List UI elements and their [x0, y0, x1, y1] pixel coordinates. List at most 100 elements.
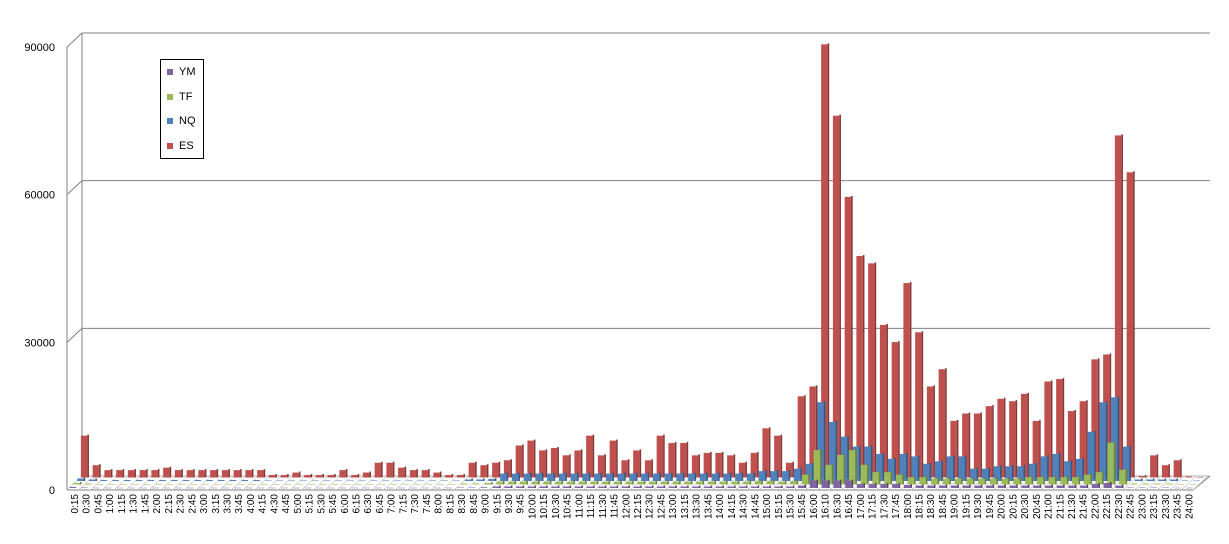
bar	[997, 397, 1006, 478]
bar	[92, 464, 101, 478]
bar	[241, 480, 249, 481]
x-tick-label: 23:30	[1161, 494, 1172, 519]
bar-face	[93, 487, 100, 489]
x-tick-label: 1:30	[129, 494, 140, 514]
bar-side	[956, 419, 959, 478]
bar-face	[891, 342, 899, 478]
bar	[206, 480, 213, 481]
y-tick-label: 60000	[24, 190, 55, 202]
bar	[120, 484, 127, 485]
x-tick-label: 22:30	[1114, 494, 1125, 519]
bar-face	[88, 479, 96, 481]
bar-face	[143, 484, 151, 485]
bar	[903, 282, 912, 478]
bar-side	[616, 439, 618, 478]
bar	[895, 473, 904, 485]
x-tick-label: 16:10	[821, 494, 832, 519]
bar-side	[788, 470, 791, 481]
bar-face	[445, 475, 452, 478]
x-tick-label: 1:00	[105, 494, 116, 514]
bar	[456, 474, 465, 478]
bar-side	[698, 454, 700, 478]
bar-side	[1141, 478, 1143, 481]
legend-swatch	[167, 69, 173, 76]
bar-side	[518, 472, 520, 481]
bar	[226, 484, 233, 485]
floor-gridline	[395, 475, 411, 491]
bar	[409, 469, 418, 478]
bar-side	[439, 471, 442, 478]
bar-side	[580, 449, 583, 478]
legend: YM TF NQ ES	[160, 59, 204, 159]
bar	[327, 474, 336, 478]
bar-face	[422, 487, 429, 489]
bar-side	[663, 485, 666, 488]
bar-side	[851, 479, 854, 488]
bar	[704, 485, 713, 488]
bar-side	[839, 114, 841, 478]
bar-side	[753, 472, 755, 481]
bar-face	[723, 473, 730, 481]
bar-face	[527, 440, 534, 478]
bar-face	[1067, 411, 1075, 478]
bar-face	[1028, 463, 1036, 481]
bar-face	[1080, 485, 1087, 488]
bar-face	[457, 487, 464, 489]
bar	[374, 461, 383, 478]
bar-face	[1107, 442, 1114, 485]
bar-face	[997, 485, 1005, 488]
floor-gridline	[160, 475, 177, 491]
bar-face	[245, 470, 252, 478]
bar-side	[635, 472, 638, 481]
bar-face	[120, 484, 127, 485]
bar-face	[315, 475, 323, 478]
bar	[950, 484, 959, 488]
bar-face	[163, 487, 171, 489]
bar	[159, 480, 166, 481]
bar-side	[702, 480, 705, 485]
bar-side	[1070, 460, 1073, 481]
bar	[1072, 476, 1081, 485]
bar-face	[85, 483, 92, 485]
bar	[1107, 441, 1116, 485]
bar	[503, 459, 512, 478]
x-tick-label: 12:30	[645, 494, 656, 519]
x-tick-label: 2:15	[164, 494, 175, 514]
bar-side	[95, 478, 97, 481]
y-axis: 0 30000 60000 90000	[24, 42, 55, 497]
floor-gridline	[383, 475, 399, 491]
bar-face	[680, 443, 687, 478]
bar-side	[1117, 396, 1120, 481]
bar	[1048, 476, 1057, 485]
bar-side	[859, 445, 861, 481]
bar-face	[1036, 477, 1044, 485]
bar	[797, 395, 806, 478]
bar	[124, 480, 131, 481]
bar-face	[316, 487, 323, 489]
bar-side	[686, 442, 689, 478]
bar-face	[574, 486, 582, 488]
bar	[1193, 480, 1200, 482]
bar-face	[903, 283, 910, 478]
bar	[1005, 465, 1014, 481]
bar-face	[504, 486, 511, 488]
x-tick-label: 18:45	[938, 494, 949, 519]
x-tick-label: 17:15	[868, 494, 879, 519]
bar-side	[240, 469, 242, 478]
bar-face	[539, 486, 547, 488]
bar-face	[1095, 472, 1103, 485]
bar-face	[308, 484, 315, 485]
floor-gridline	[418, 475, 435, 491]
bar-face	[550, 447, 558, 478]
bar-face	[531, 481, 539, 485]
x-tick-label: 11:00	[574, 494, 585, 519]
bar-face	[273, 484, 280, 485]
bar-side	[721, 451, 724, 478]
bar-side	[1121, 484, 1124, 488]
bar-face	[743, 481, 750, 485]
bar-side	[831, 463, 834, 485]
bar	[472, 483, 480, 485]
bar-side	[596, 480, 599, 485]
bar-side	[651, 485, 654, 488]
bar-face	[174, 470, 182, 478]
